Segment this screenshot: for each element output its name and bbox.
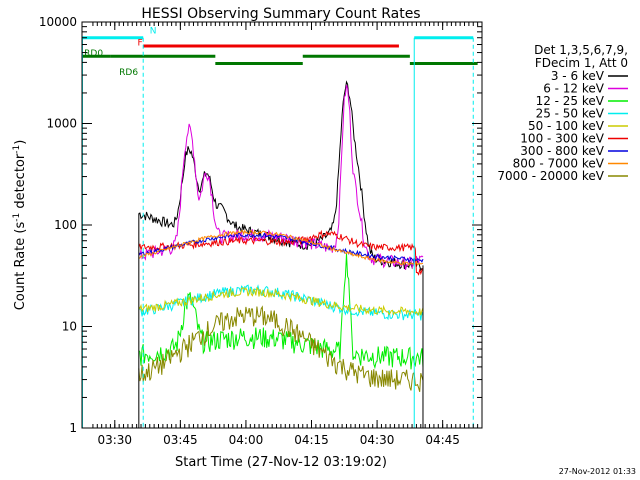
night-flag-label: N [150, 26, 157, 36]
x-tick-label: 04:00 [229, 433, 264, 447]
series-line [138, 229, 424, 266]
legend-label: 100 - 300 keV [520, 132, 604, 146]
series-line [138, 286, 424, 317]
x-tick-label: 03:45 [163, 433, 198, 447]
legend-label: 7000 - 20000 keV [497, 169, 604, 183]
y-tick-label: 10 [62, 320, 77, 334]
y-tick-label: 1000 [46, 117, 77, 131]
series-line [138, 229, 424, 276]
x-tick-label: 03:30 [97, 433, 132, 447]
legend-label: 12 - 25 keV [536, 94, 605, 108]
legend-header-line-1: Det 1,3,5,6,7,9, [534, 43, 628, 57]
legend-label: 50 - 100 keV [528, 119, 605, 133]
flare-flag-label: F [138, 38, 143, 48]
data-curves [138, 80, 424, 428]
legend-label: 6 - 12 keV [543, 82, 605, 96]
timestamp: 27-Nov-2012 01:33 [559, 467, 636, 476]
legend-label: 3 - 6 keV [551, 69, 605, 83]
legend-header-line-2: FDecim 1, Att 0 [535, 56, 628, 70]
series-line [138, 84, 424, 271]
series-line [138, 305, 424, 393]
legend-label: 300 - 800 keV [520, 144, 604, 158]
x-tick-label: 04:30 [360, 433, 395, 447]
y-tick-label: 100 [54, 218, 77, 232]
y-tick-label: 10000 [39, 15, 77, 29]
chart-title: HESSI Observing Summary Count Rates [141, 6, 420, 22]
x-axis-label: Start Time (27-Nov-12 03:19:02) [175, 455, 387, 470]
x-tick-label: 04:45 [425, 433, 460, 447]
rd6-flag-label: RD6 [119, 68, 138, 78]
legend-label: 800 - 7000 keV [513, 157, 605, 171]
axis-ticks: 03:30 03:45 04:00 04:15 04:30 04:45 1 10 100 1000… [39, 15, 482, 447]
x-tick-label: 04:15 [294, 433, 329, 447]
y-tick-label: 1 [69, 421, 77, 435]
y-axis-label: Count Rate (s-1 detector-1) [12, 140, 28, 311]
legend-label: 25 - 50 keV [536, 107, 605, 121]
series-line [138, 232, 424, 263]
series-line [138, 284, 424, 321]
legend: Det 1,3,5,6,7,9, FDecim 1, Att 0 3 - 6 k… [497, 43, 628, 183]
rd0-flag-label: RD0 [84, 49, 103, 59]
